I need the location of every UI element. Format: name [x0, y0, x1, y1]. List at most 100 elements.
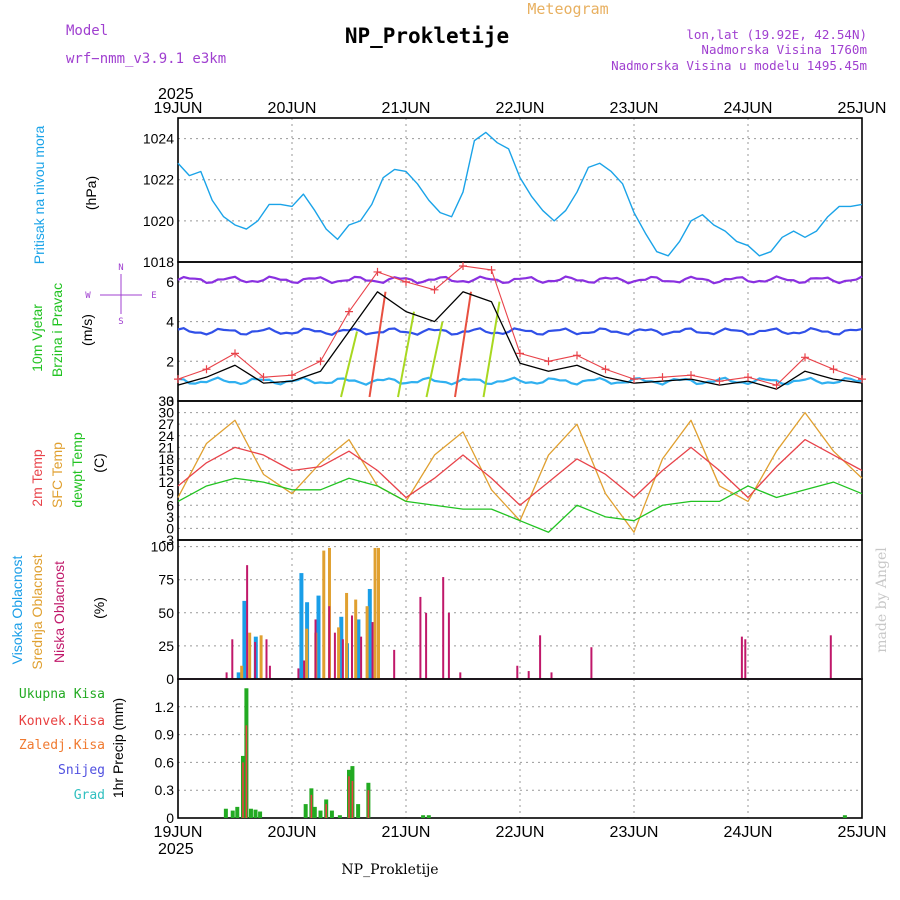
panel-wind: 0 2 4 6	[166, 261, 866, 409]
cloud-bar	[242, 600, 247, 679]
cloud-bar	[259, 635, 263, 679]
wind-gust-marker	[744, 373, 752, 382]
wind-gust-marker	[487, 265, 496, 274]
wind-barb	[340, 331, 358, 398]
y-tick-label: 30	[158, 405, 174, 421]
cloud-unit: (%)	[91, 597, 107, 619]
cloud-bar	[333, 632, 336, 679]
y-tick-label: -3	[162, 532, 175, 548]
page-title: NP_Prokletije	[345, 24, 509, 48]
cloud-bar	[354, 599, 358, 679]
y-tick-label: 0.3	[155, 782, 175, 798]
pressure-unit: (hPa)	[83, 176, 99, 210]
cloud-bar	[550, 672, 553, 679]
wind-gust-marker	[345, 307, 353, 316]
wind-gust-marker	[715, 377, 724, 386]
cloud-bar	[744, 639, 747, 679]
legend-frozen-rain: Zaledj.Kisa	[19, 738, 105, 753]
wind-unit: (m/s)	[79, 314, 95, 346]
meteogram-label: Meteogram	[527, 0, 608, 18]
precip-total-bar	[230, 810, 235, 818]
cloud-bar	[265, 639, 268, 679]
y-tick-label: 75	[158, 572, 174, 588]
y-tick-label: 1018	[143, 254, 174, 270]
precip-total-bar	[318, 810, 323, 818]
y-tick-label: 6	[166, 497, 174, 513]
precip-convective-bar	[348, 776, 350, 818]
precip-total-bar	[303, 804, 308, 818]
wind-gust-marker	[601, 365, 610, 374]
y-tick-label: 3	[166, 509, 174, 525]
coords-label: lon,lat (19.92E, 42.54N)	[686, 27, 867, 42]
y-tick-label: 0	[166, 671, 174, 687]
dewpt-line	[177, 477, 863, 533]
panels: 10181020102210240246-3036912151821242730…	[143, 117, 866, 826]
panel-clouds: 0 25 50 75 100	[151, 539, 863, 687]
panel-frame	[177, 539, 863, 680]
top-date-label: 20JUN	[268, 100, 317, 117]
cloud-bar	[236, 672, 241, 679]
pressure-line	[177, 131, 863, 257]
y-tick-label: 100	[151, 539, 175, 555]
cloud-bar	[365, 606, 369, 679]
wind-gust-marker	[402, 277, 410, 286]
y-tick-label: 25	[158, 638, 174, 654]
bottom-year: 2025	[158, 841, 194, 858]
high-cloud-title: Visoka Oblacnost	[9, 556, 25, 665]
y-tick-label: 0	[166, 520, 174, 536]
wind-gust-marker	[288, 371, 296, 380]
wind-gust-marker	[202, 365, 211, 374]
panel-pressure: 1018 1020 1022 1024	[143, 117, 863, 270]
compass-s: S	[118, 317, 123, 327]
panel-precip: 0 0.3 0.6 0.9 1.2	[155, 678, 863, 826]
cloud-bar	[539, 635, 542, 679]
cloud-bar	[371, 622, 374, 679]
wind-gust-marker	[801, 353, 809, 362]
top-date-label: 19JUN	[154, 100, 203, 117]
cloud-bar	[442, 577, 445, 679]
wind-direction-band	[177, 275, 863, 285]
precip-total-bar	[258, 811, 263, 818]
wind-gust-marker	[829, 365, 838, 374]
cloud-bar	[248, 632, 252, 679]
wind-gust-marker	[174, 375, 182, 384]
legend-conv-rain: Konvek.Kisa	[19, 714, 105, 729]
wind-gust-marker	[459, 261, 467, 270]
compass-w: W	[85, 291, 91, 301]
wind-gust-marker	[687, 371, 695, 380]
y-tick-label: 0.9	[155, 727, 175, 743]
wind-gust-marker	[373, 267, 382, 276]
wind-title: 10m Vjetar	[29, 304, 45, 372]
cloud-bar	[377, 547, 380, 679]
y-tick-label: 21	[158, 439, 174, 455]
top-date-label: 24JUN	[724, 100, 773, 117]
cloud-bar	[516, 665, 519, 679]
y-tick-label: 18	[158, 451, 174, 467]
wind-gust-marker	[259, 373, 268, 382]
cloud-bar	[303, 660, 306, 679]
low-cloud-title: Niska Oblacnost	[51, 561, 67, 663]
precip-convective-bar	[245, 725, 248, 818]
y-tick-label: 6	[166, 274, 174, 290]
cloud-bar	[419, 596, 422, 679]
top-date-label: 23JUN	[610, 100, 659, 117]
y-tick-label: 33	[158, 393, 174, 409]
precip-total-bar	[223, 808, 228, 818]
y-tick-label: 24	[158, 428, 174, 444]
cloud-bar	[740, 636, 743, 679]
legend-hail: Grad	[74, 788, 105, 803]
wind-compass: N W E S	[85, 263, 156, 327]
precip-unit: 1hr Precip (mm)	[110, 698, 126, 798]
legend-total-rain: Ukupna Kisa	[19, 687, 105, 702]
model-label: Model	[66, 23, 108, 39]
cloud-bar	[337, 627, 341, 679]
temp2m-title: 2m Temp	[29, 449, 45, 507]
wind-barb	[482, 301, 501, 398]
y-tick-label: 1024	[143, 131, 174, 147]
legend-snow: Snijeg	[58, 763, 105, 778]
wind-gust-marker	[858, 375, 866, 384]
cloud-bar	[360, 636, 363, 679]
sfc-temp-line	[177, 411, 863, 533]
y-tick-label: 1.2	[155, 699, 175, 715]
